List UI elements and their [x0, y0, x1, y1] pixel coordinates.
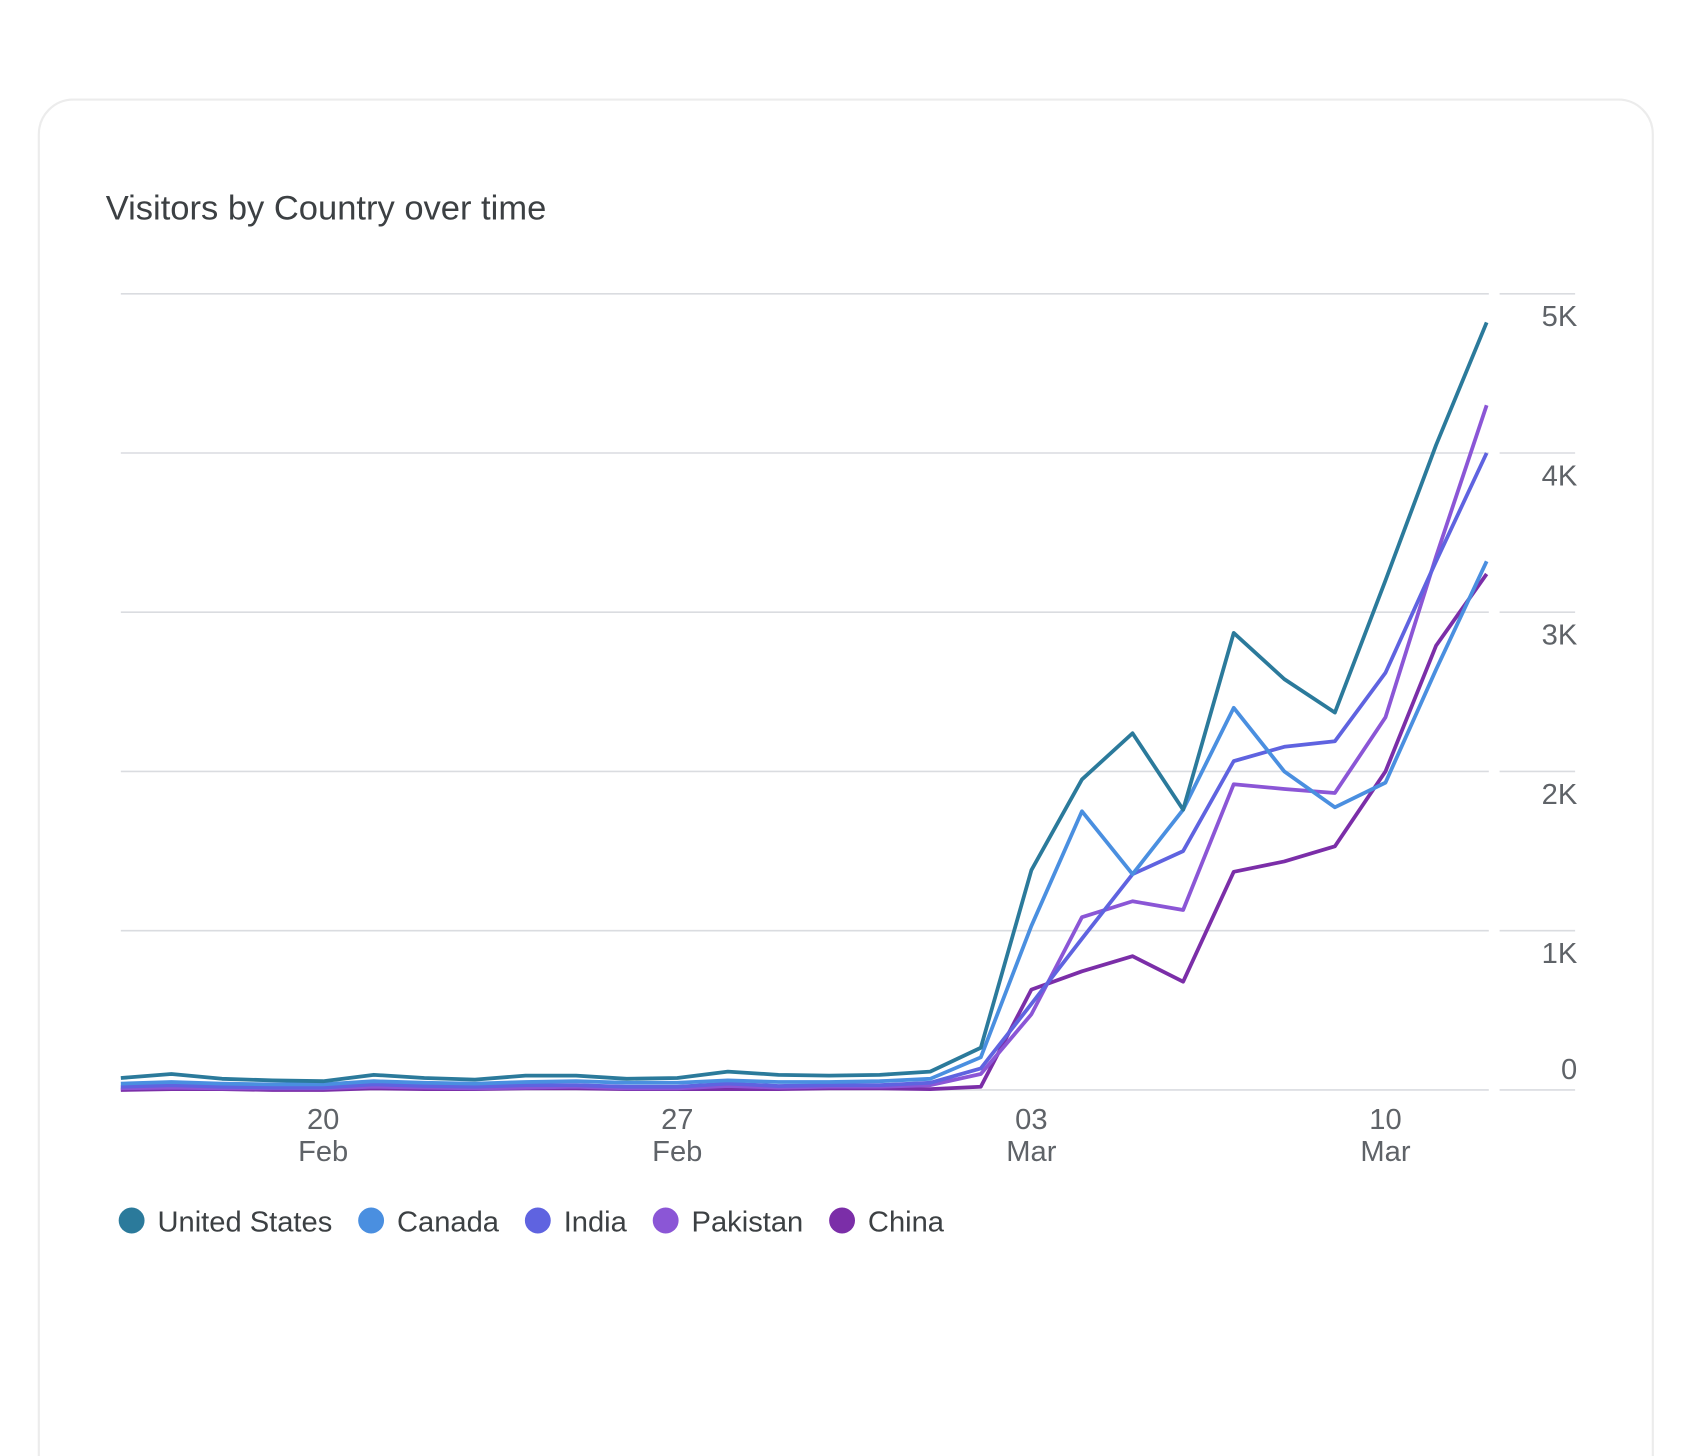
x-tick-label: 20 Feb [298, 1104, 348, 1168]
y-tick-label: 1K [1542, 938, 1578, 970]
x-tick-label: 27 Feb [652, 1104, 702, 1168]
y-tick-label: 5K [1542, 301, 1578, 333]
series-line [120, 560, 1489, 1087]
legend-swatch [118, 1207, 145, 1234]
legend-swatch [652, 1207, 679, 1234]
y-tick-label: 0 [1561, 1054, 1577, 1086]
legend-swatch [829, 1207, 856, 1234]
legend-label: China [868, 1206, 945, 1238]
chart-title: Visitors by Country over time [106, 189, 547, 227]
legend-label: Pakistan [692, 1206, 804, 1238]
x-tick-label: 10 Mar [1360, 1104, 1410, 1168]
legend-swatch [524, 1207, 551, 1234]
series-line [120, 321, 1489, 1084]
x-tick-label: 03 Mar [1006, 1104, 1056, 1168]
card [37, 98, 1654, 1456]
y-tick-label: 4K [1542, 460, 1578, 492]
y-tick-label: 3K [1542, 620, 1578, 652]
legend-swatch [358, 1207, 385, 1234]
legend-label: United States [158, 1206, 333, 1238]
legend-label: Canada [397, 1206, 500, 1238]
y-tick-label: 2K [1542, 779, 1578, 811]
legend-label: India [564, 1206, 628, 1238]
series-line [120, 452, 1489, 1090]
